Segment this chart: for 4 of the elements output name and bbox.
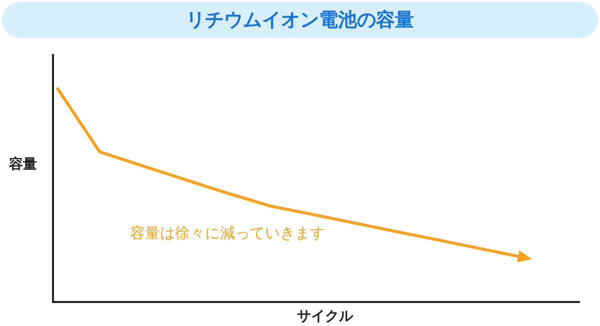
chart-title: リチウムイオン電池の容量 xyxy=(2,2,598,38)
y-axis-title: 容量 xyxy=(8,156,37,173)
annotation: 容量は徐々に減っていきます xyxy=(130,224,325,242)
x-axis-title: サイクル xyxy=(297,308,354,325)
